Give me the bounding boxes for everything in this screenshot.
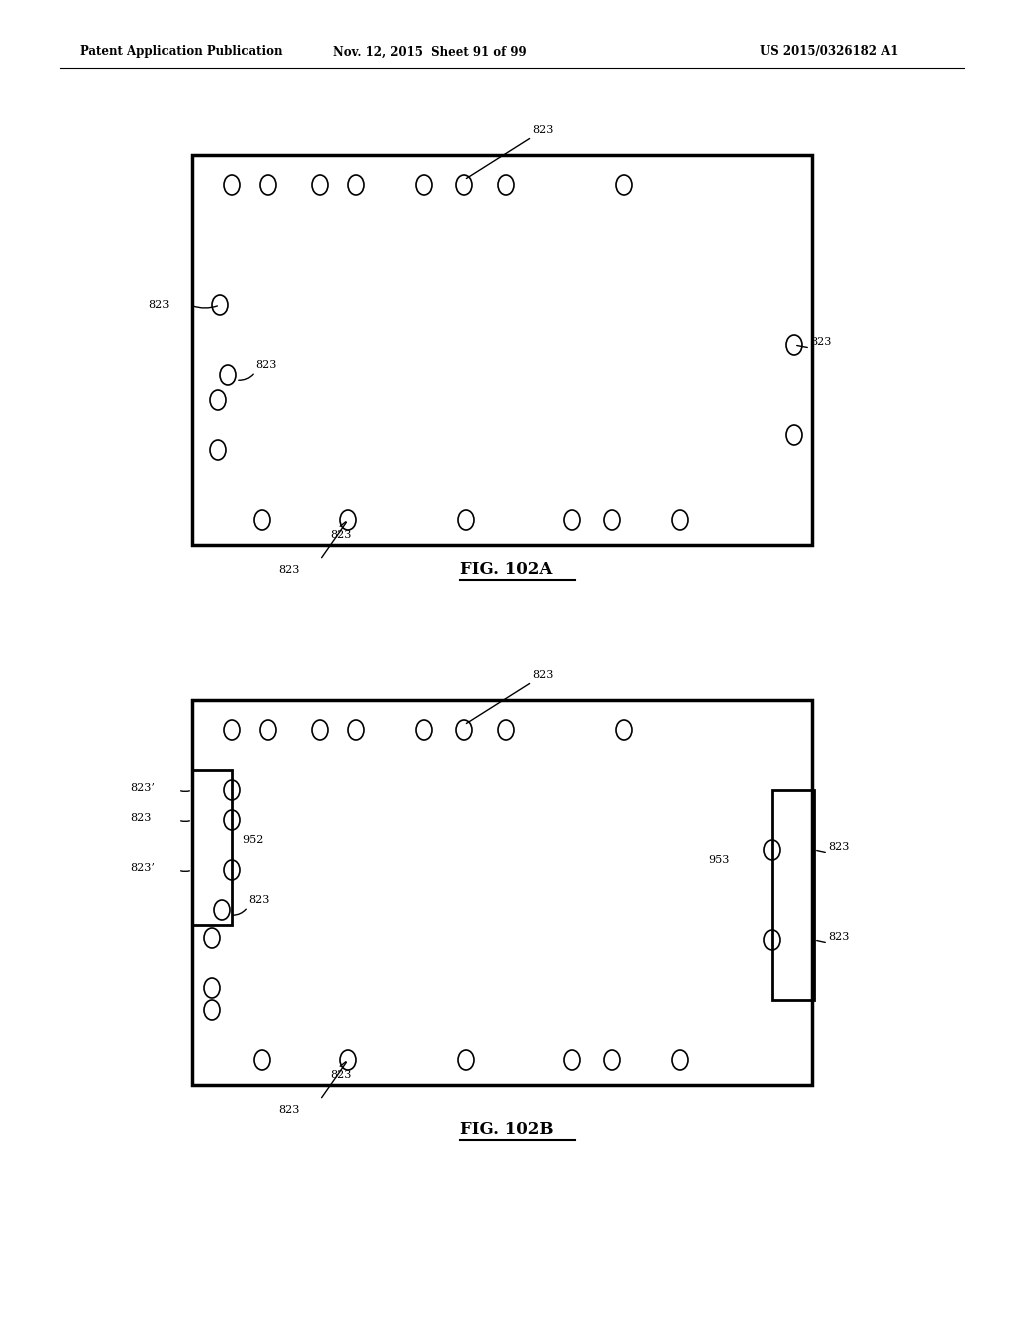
Text: 823: 823 [279, 1105, 300, 1115]
Bar [772, 789, 814, 1001]
Text: 823: 823 [532, 125, 553, 135]
Text: 823: 823 [828, 932, 849, 942]
Text: 823: 823 [330, 1071, 351, 1080]
Text: 823: 823 [810, 337, 831, 347]
Text: Nov. 12, 2015  Sheet 91 of 99: Nov. 12, 2015 Sheet 91 of 99 [333, 45, 526, 58]
Text: US 2015/0326182 A1: US 2015/0326182 A1 [760, 45, 898, 58]
Text: FIG. 102A: FIG. 102A [460, 561, 552, 578]
Text: 823: 823 [330, 531, 351, 540]
Text: FIG. 102B: FIG. 102B [460, 1122, 554, 1138]
Text: 823’: 823’ [130, 863, 155, 873]
Text: 823: 823 [148, 300, 169, 310]
Text: 823: 823 [130, 813, 152, 822]
Bar [193, 154, 812, 545]
Text: 823: 823 [532, 671, 553, 680]
Bar [193, 700, 812, 1085]
Text: 823: 823 [279, 565, 300, 576]
Text: 952: 952 [242, 836, 263, 845]
Text: 823’: 823’ [130, 783, 155, 793]
Text: 823: 823 [248, 895, 269, 906]
Text: 823: 823 [828, 842, 849, 851]
Text: 953: 953 [709, 855, 730, 865]
Text: Patent Application Publication: Patent Application Publication [80, 45, 283, 58]
Bar [193, 770, 232, 925]
Text: 823: 823 [255, 360, 276, 370]
